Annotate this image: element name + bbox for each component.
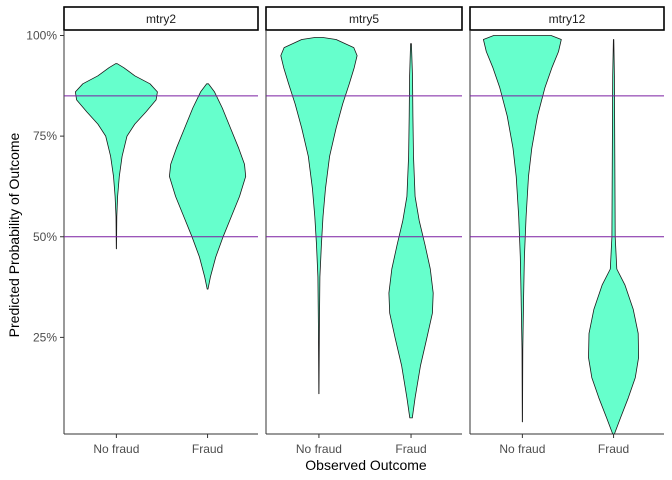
x-tick-label: Fraud xyxy=(598,442,629,456)
x-tick-label: No fraud xyxy=(93,442,139,456)
violin-no-fraud xyxy=(483,35,562,423)
facet-strip xyxy=(63,6,259,31)
facet-strip xyxy=(469,6,665,31)
x-tick-label: Fraud xyxy=(192,442,223,456)
violin-fraud xyxy=(388,43,434,419)
y-axis-title: Predicted Probability of Outcome xyxy=(6,132,22,337)
facet-strip-label: mtry2 xyxy=(146,12,176,26)
x-tick-label: Fraud xyxy=(395,442,426,456)
facet-strip-label: mtry12 xyxy=(549,12,586,26)
facet-panel: mtry2 No fraud Fraud xyxy=(60,6,259,456)
facet-panel: mtry12 No fraud Fraud xyxy=(469,6,665,456)
y-axis: 25% 50% 75% 100% xyxy=(26,29,57,345)
facet-panel: mtry5 No fraud Fraud xyxy=(265,6,463,456)
y-tick-label: 25% xyxy=(33,330,57,344)
violin-no-fraud xyxy=(280,37,358,395)
y-tick-label: 50% xyxy=(33,230,57,244)
y-tick-label: 100% xyxy=(26,29,57,43)
x-axis-title: Observed Outcome xyxy=(305,457,427,473)
facet-strip-label: mtry5 xyxy=(349,12,379,26)
violin-fraud xyxy=(169,83,247,290)
x-tick-label: No fraud xyxy=(296,442,342,456)
violin-no-fraud xyxy=(75,63,158,250)
facet-strip xyxy=(265,6,463,31)
x-tick-label: No fraud xyxy=(499,442,545,456)
y-tick-label: 75% xyxy=(33,129,57,143)
